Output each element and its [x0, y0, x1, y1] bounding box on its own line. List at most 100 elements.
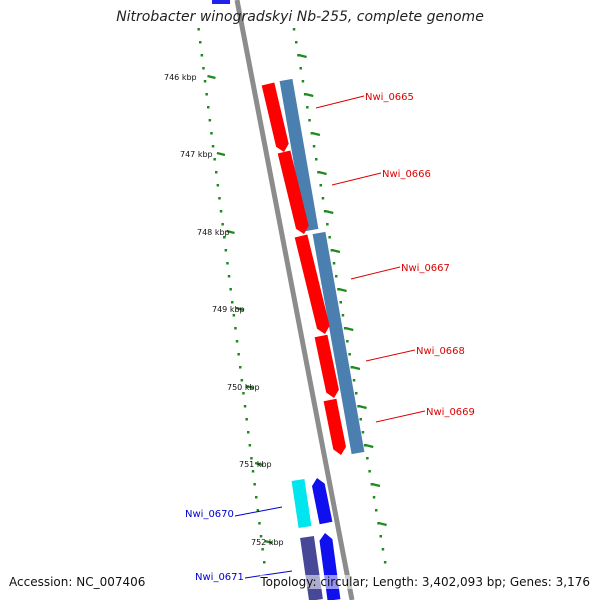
leader-line [331, 172, 382, 186]
tick-dot [263, 561, 266, 564]
tick-dot [368, 470, 371, 473]
major-tick [324, 209, 334, 215]
tick-dot [211, 145, 215, 148]
tick-dot [332, 262, 336, 265]
tick-dot [247, 431, 250, 434]
major-tick [318, 170, 327, 176]
tick-dot [229, 288, 232, 291]
gene-arrow-nwi-0665 [261, 82, 289, 152]
tick-dot [232, 314, 236, 317]
major-tick [378, 521, 387, 527]
tick-dot [223, 236, 226, 239]
kbp-label: 749 kbp [212, 305, 245, 314]
major-tick [311, 131, 321, 137]
tick-dot [335, 275, 338, 278]
tick-dot [215, 171, 218, 174]
major-tick [371, 482, 381, 488]
tick-dot [383, 561, 387, 564]
gene-arrow-nwi-0669 [323, 398, 346, 455]
tick-dot [226, 262, 229, 265]
tick-dot [258, 522, 261, 525]
tick-dot [379, 535, 382, 538]
major-tick [358, 404, 367, 410]
tick-dot [375, 509, 378, 512]
tick-dot [308, 119, 311, 122]
accession-text: Accession: NC_007406 [9, 575, 146, 589]
tick-dot [248, 444, 252, 447]
tick-dot [259, 535, 263, 538]
tick-dot [301, 80, 305, 83]
tick-dot [297, 54, 300, 57]
tick-dot [203, 80, 207, 83]
tick-dot [253, 483, 256, 486]
gene-arrow-nwi-0667 [294, 234, 330, 334]
tick-dot [328, 236, 331, 239]
tick-dot [319, 184, 322, 187]
tick-dot [245, 418, 248, 421]
major-tick [216, 151, 226, 157]
gene-label-nwi-0671[interactable]: Nwi_0671 [195, 572, 244, 583]
gene-arrow-nwi-0668 [314, 334, 339, 398]
gene-label-nwi-0666[interactable]: Nwi_0666 [382, 169, 431, 180]
gene-label-nwi-0670[interactable]: Nwi_0670 [185, 509, 234, 520]
gene-arrow-nwi-0670 [291, 479, 312, 528]
tick-dot [323, 210, 327, 213]
tick-dot [292, 28, 296, 31]
tick-dot [255, 496, 258, 499]
tick-dot [216, 184, 220, 187]
leader-line [350, 266, 401, 280]
right-tick-track [292, 28, 387, 564]
major-tick [245, 384, 254, 390]
leader-line [234, 506, 283, 517]
tick-dot [343, 327, 347, 330]
kbp-labels: 746 kbp 747 kbp 748 kbp 749 kbp 750 kbp 751 k… [164, 73, 284, 547]
tick-dot [242, 392, 245, 395]
kbp-label: 747 kbp [180, 150, 213, 159]
gene-label-nwi-0668[interactable]: Nwi_0668 [416, 346, 465, 357]
tick-dot [317, 171, 320, 174]
tick-dot [310, 132, 314, 135]
tick-dot [199, 41, 202, 44]
tick-dot [239, 366, 242, 369]
tick-dot [218, 197, 221, 200]
tick-dot [221, 223, 224, 226]
tick-dot [240, 379, 244, 382]
kbp-label: 752 kbp [251, 538, 284, 547]
gene-label-nwi-0669[interactable]: Nwi_0669 [426, 407, 475, 418]
tick-dot [299, 67, 302, 70]
tick-dot [251, 470, 255, 473]
kbp-label: 746 kbp [164, 73, 197, 82]
tick-dot [361, 431, 365, 434]
gene-labels: Nwi_0665 Nwi_0666 Nwi_0667 Nwi_0668 Nwi_0669… [185, 92, 475, 583]
tick-dot [261, 548, 264, 551]
tick-dot [321, 197, 325, 200]
tick-dot [312, 145, 316, 148]
major-tick [331, 248, 341, 254]
tick-dot [370, 483, 374, 486]
kbp-label: 751 kbp [239, 460, 272, 469]
tick-dot [337, 288, 340, 291]
gene-label-nwi-0665[interactable]: Nwi_0665 [365, 92, 414, 103]
tick-dot [227, 275, 231, 278]
tick-dot [350, 366, 354, 369]
gene-features [261, 78, 365, 600]
major-tick [344, 326, 354, 332]
tick-dot [250, 457, 253, 460]
tick-dot [197, 28, 200, 31]
leader-line [315, 95, 365, 109]
tick-dot [219, 210, 223, 213]
tick-dot [208, 119, 212, 122]
major-tick [254, 461, 264, 467]
tick-dot [366, 457, 369, 460]
genome-title: Nitrobacter winogradskyi Nb-255, complet… [116, 9, 484, 25]
tick-dot [202, 67, 205, 70]
tick-dot [339, 301, 342, 304]
tick-dot [235, 340, 239, 343]
major-tick [235, 306, 245, 312]
backbone-line [234, 0, 355, 600]
tick-dot [231, 301, 234, 304]
kbp-label: 750 kbp [227, 383, 260, 392]
tick-dot [213, 158, 216, 161]
gene-label-nwi-0667[interactable]: Nwi_0667 [401, 263, 450, 274]
tick-dot [205, 93, 208, 96]
